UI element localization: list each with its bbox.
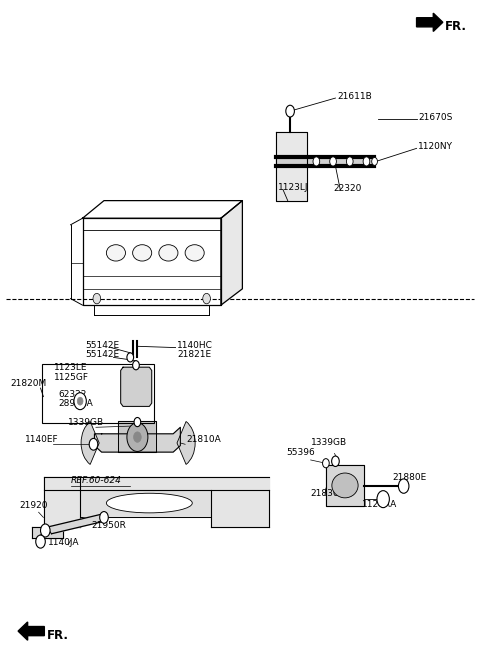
- Text: 1140HC: 1140HC: [177, 341, 213, 350]
- Text: 1125GF: 1125GF: [54, 373, 89, 382]
- Polygon shape: [221, 201, 242, 305]
- Circle shape: [398, 479, 409, 493]
- Polygon shape: [44, 477, 80, 527]
- Text: 62322: 62322: [59, 390, 87, 399]
- Text: 55142E: 55142E: [85, 350, 119, 359]
- Circle shape: [40, 524, 50, 537]
- Polygon shape: [95, 427, 180, 452]
- Polygon shape: [276, 132, 307, 201]
- Polygon shape: [18, 622, 44, 640]
- Text: 1123LJ: 1123LJ: [278, 183, 309, 192]
- Polygon shape: [417, 13, 443, 31]
- Circle shape: [77, 398, 83, 405]
- Ellipse shape: [159, 245, 178, 261]
- Text: 1140JA: 1140JA: [48, 539, 80, 548]
- Ellipse shape: [132, 245, 152, 261]
- Text: 21820M: 21820M: [10, 379, 46, 388]
- Text: 1124AA: 1124AA: [362, 500, 397, 509]
- Text: 21821E: 21821E: [177, 350, 211, 359]
- Polygon shape: [120, 367, 152, 406]
- Text: 1120NY: 1120NY: [418, 142, 453, 151]
- Text: 22320: 22320: [333, 184, 361, 194]
- Circle shape: [89, 438, 98, 450]
- Text: 1140EF: 1140EF: [25, 436, 59, 444]
- Circle shape: [74, 393, 86, 409]
- Circle shape: [134, 417, 141, 426]
- Circle shape: [100, 512, 108, 523]
- Circle shape: [372, 157, 377, 165]
- Text: 21830: 21830: [311, 489, 339, 498]
- Ellipse shape: [185, 245, 204, 261]
- Circle shape: [203, 293, 210, 304]
- Polygon shape: [83, 218, 221, 305]
- Polygon shape: [211, 490, 269, 527]
- Polygon shape: [80, 490, 211, 518]
- Polygon shape: [118, 420, 156, 452]
- Text: 55396: 55396: [287, 448, 315, 457]
- Text: 21950R: 21950R: [91, 522, 126, 531]
- Text: 21611B: 21611B: [337, 92, 372, 101]
- Circle shape: [363, 157, 370, 166]
- Circle shape: [132, 361, 139, 370]
- Circle shape: [377, 491, 389, 508]
- Wedge shape: [81, 421, 99, 464]
- Circle shape: [323, 459, 329, 468]
- Text: 1339GB: 1339GB: [311, 438, 347, 447]
- Text: 1123LE: 1123LE: [54, 363, 87, 373]
- Ellipse shape: [332, 473, 358, 498]
- Circle shape: [330, 157, 336, 166]
- Text: 55142E: 55142E: [85, 340, 119, 350]
- Polygon shape: [33, 527, 63, 539]
- Circle shape: [127, 353, 133, 362]
- Text: FR.: FR.: [47, 629, 69, 642]
- Circle shape: [286, 105, 294, 117]
- Circle shape: [332, 456, 339, 466]
- Circle shape: [93, 293, 101, 304]
- Text: REF.60-624: REF.60-624: [71, 476, 121, 485]
- Circle shape: [313, 157, 320, 166]
- Polygon shape: [83, 201, 242, 218]
- Ellipse shape: [107, 493, 192, 513]
- Text: 21920: 21920: [20, 501, 48, 510]
- Text: 28990A: 28990A: [59, 399, 94, 407]
- Polygon shape: [326, 465, 364, 506]
- Text: 21880E: 21880E: [393, 473, 427, 482]
- Text: 21670S: 21670S: [418, 113, 452, 121]
- Circle shape: [133, 432, 141, 442]
- Bar: [42, 364, 154, 422]
- Polygon shape: [44, 477, 269, 490]
- Circle shape: [127, 422, 148, 451]
- Polygon shape: [47, 514, 107, 534]
- Circle shape: [347, 157, 353, 166]
- Text: 21810A: 21810A: [187, 436, 221, 444]
- Text: FR.: FR.: [445, 20, 467, 33]
- Ellipse shape: [107, 245, 125, 261]
- Text: 1339GB: 1339GB: [68, 419, 104, 427]
- Circle shape: [36, 535, 45, 548]
- Wedge shape: [177, 421, 195, 464]
